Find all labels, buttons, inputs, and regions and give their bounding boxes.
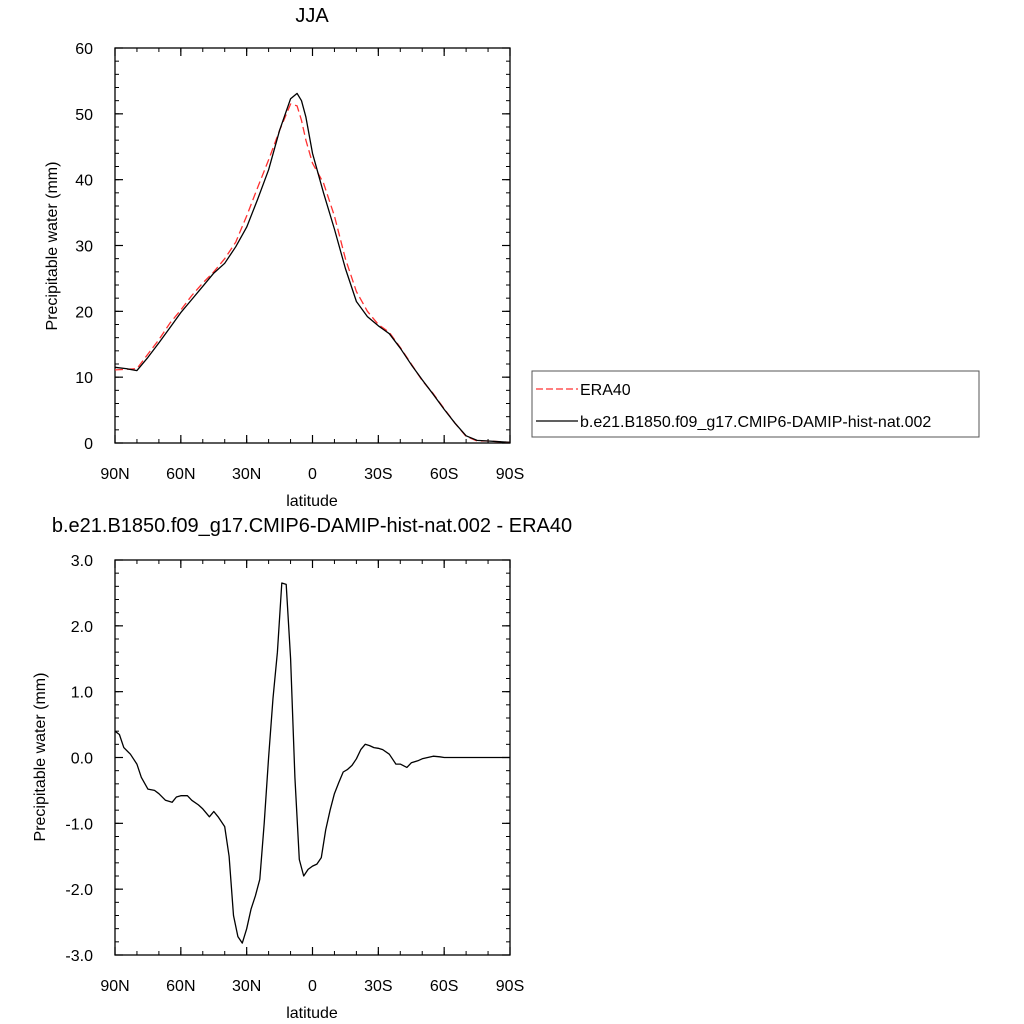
series-line-difference — [114, 582, 510, 944]
x-tick-label: 60N — [166, 466, 195, 483]
y-tick-label: -1.0 — [65, 816, 93, 833]
x-tick-label: 90N — [100, 978, 129, 995]
x-tick-label: 30N — [232, 466, 261, 483]
top-series-lines — [114, 92, 511, 443]
top-tick-marks — [114, 47, 511, 444]
legend-label-era40: ERA40 — [580, 382, 631, 399]
bottom-panel: b.e21.B1850.f09_g17.CMIP6-DAMIP-hist-nat… — [32, 515, 572, 1022]
x-tick-label: 30S — [364, 978, 392, 995]
top-y-axis-label: Precipitable water (mm) — [44, 162, 61, 331]
x-tick-label: 60N — [166, 978, 195, 995]
y-tick-label: 20 — [75, 304, 93, 321]
bottom-panel-title: b.e21.B1850.f09_g17.CMIP6-DAMIP-hist-nat… — [52, 515, 572, 537]
y-tick-label: 50 — [75, 107, 93, 124]
x-tick-label: 0 — [308, 978, 317, 995]
x-tick-label: 90S — [496, 978, 524, 995]
top-y-tick-labels: 0 10 20 30 40 50 60 — [75, 41, 93, 453]
y-tick-label: 40 — [75, 173, 93, 190]
y-tick-label: 1.0 — [71, 685, 93, 702]
y-tick-label: 0.0 — [71, 751, 93, 768]
bottom-x-axis-label: latitude — [286, 1005, 338, 1022]
top-panel: JJA 0 10 20 30 40 50 60 90N 60N 30N 0 30S 60S 90S la… — [44, 5, 980, 510]
legend-label-model: b.e21.B1850.f09_g17.CMIP6-DAMIP-hist-nat… — [580, 414, 931, 431]
bottom-y-tick-labels: -3.0 -2.0 -1.0 0.0 1.0 2.0 3.0 — [65, 553, 93, 965]
y-tick-label: -3.0 — [65, 948, 93, 965]
x-tick-label: 0 — [308, 466, 317, 483]
legend: ERA40 b.e21.B1850.f09_g17.CMIP6-DAMIP-hi… — [531, 370, 980, 438]
y-tick-label: 0 — [84, 436, 93, 453]
y-tick-label: 2.0 — [71, 619, 93, 636]
y-tick-label: 10 — [75, 370, 93, 387]
x-tick-label: 60S — [430, 978, 458, 995]
bottom-y-axis-label: Precipitable water (mm) — [32, 673, 49, 842]
y-tick-label: 30 — [75, 239, 93, 256]
x-tick-label: 90N — [100, 466, 129, 483]
top-panel-title: JJA — [295, 5, 329, 27]
y-tick-label: 3.0 — [71, 553, 93, 570]
y-tick-label: 60 — [75, 41, 93, 58]
x-tick-label: 30N — [232, 978, 261, 995]
top-plot-frame — [114, 47, 511, 444]
bottom-tick-marks — [114, 559, 511, 956]
top-x-axis-label: latitude — [286, 493, 338, 510]
series-line-model — [114, 92, 511, 443]
bottom-series-lines — [114, 582, 510, 944]
top-x-tick-labels: 90N 60N 30N 0 30S 60S 90S — [100, 466, 524, 483]
bottom-x-tick-labels: 90N 60N 30N 0 30S 60S 90S — [100, 978, 524, 995]
y-tick-label: -2.0 — [65, 882, 93, 899]
x-tick-label: 30S — [364, 466, 392, 483]
x-tick-label: 60S — [430, 466, 458, 483]
legend-box — [531, 370, 980, 438]
x-tick-label: 90S — [496, 466, 524, 483]
